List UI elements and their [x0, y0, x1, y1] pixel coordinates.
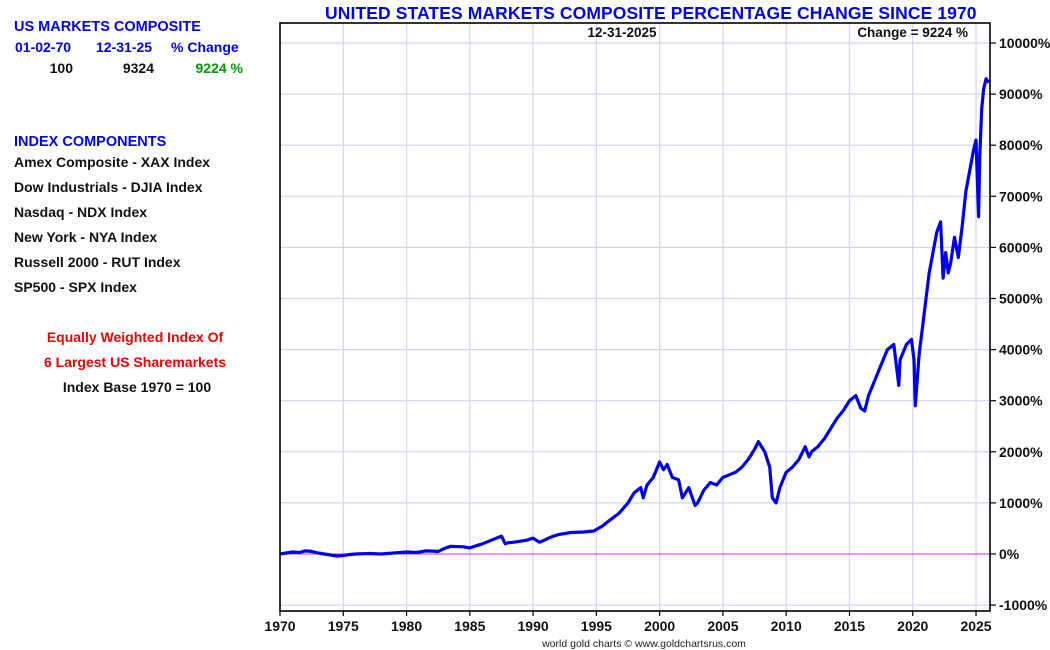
y-tick-label: 6000%	[999, 239, 1043, 255]
y-tick-label: 7000%	[999, 188, 1043, 204]
y-tick-label: 0%	[999, 546, 1020, 562]
y-tick-label: 1000%	[999, 495, 1043, 511]
y-axis: -1000% 0% 1000% 2000% 3000% 4000% 5000% 6000% 70…	[990, 35, 1050, 613]
component-item: Nasdaq - NDX Index	[14, 204, 148, 220]
summary-end-value: 9324	[122, 60, 154, 76]
y-tick-label: 3000%	[999, 393, 1043, 409]
x-tick-label: 1970	[264, 618, 295, 634]
summary-title: US MARKETS COMPOSITE	[14, 19, 201, 35]
series-line	[279, 77, 991, 558]
summary-end-date: 12-31-25	[96, 39, 153, 55]
y-tick-label: 9000%	[999, 86, 1043, 102]
date-label: 12-31-2025	[587, 25, 657, 40]
x-tick-label: 2020	[897, 618, 928, 634]
components-title: INDEX COMPONENTS	[14, 134, 167, 150]
x-axis: 1970 1975 1980 1985 1990 1995 2000 2005 2010 2015…	[264, 611, 992, 634]
summary-change-header: % Change	[171, 39, 239, 55]
plot-frame	[279, 22, 991, 612]
x-tick-label: 1990	[518, 618, 549, 634]
y-tick-label: 10000%	[999, 35, 1050, 51]
y-tick-label: 5000%	[999, 291, 1043, 307]
note-line-2: 6 Largest US Sharemarkets	[43, 354, 227, 370]
x-tick-label: 2005	[707, 618, 738, 634]
component-item: New York - NYA Index	[14, 229, 158, 245]
summary-start-date: 01-02-70	[15, 39, 72, 55]
summary-change-value: 9224 %	[195, 60, 243, 76]
x-tick-label: 2010	[771, 618, 802, 634]
component-item: Dow Industrials - DJIA Index	[14, 179, 203, 195]
y-tick-label: 2000%	[999, 444, 1043, 460]
x-tick-label: 2025	[960, 618, 991, 634]
note-line-3: Index Base 1970 = 100	[62, 379, 212, 395]
component-item: SP500 - SPX Index	[14, 279, 137, 295]
note-line-1: Equally Weighted Index Of	[46, 329, 224, 345]
grid	[279, 23, 990, 611]
summary-start-value: 100	[49, 60, 73, 76]
x-tick-label: 1975	[328, 618, 359, 634]
x-tick-label: 2015	[834, 618, 865, 634]
x-tick-label: 1985	[454, 618, 485, 634]
x-tick-label: 1980	[391, 618, 422, 634]
x-tick-label: 2000	[644, 618, 675, 634]
component-item: Amex Composite - XAX Index	[14, 154, 211, 170]
credit-text: world gold charts © www.goldchartsrus.co…	[541, 638, 746, 650]
component-item: Russell 2000 - RUT Index	[14, 254, 181, 270]
change-label: Change = 9224 %	[857, 25, 968, 40]
y-tick-label: -1000%	[999, 597, 1048, 613]
y-tick-label: 4000%	[999, 342, 1043, 358]
y-tick-label: 8000%	[999, 137, 1043, 153]
x-tick-label: 1995	[581, 618, 612, 634]
chart-title: UNITED STATES MARKETS COMPOSITE PERCENTA…	[325, 3, 977, 23]
